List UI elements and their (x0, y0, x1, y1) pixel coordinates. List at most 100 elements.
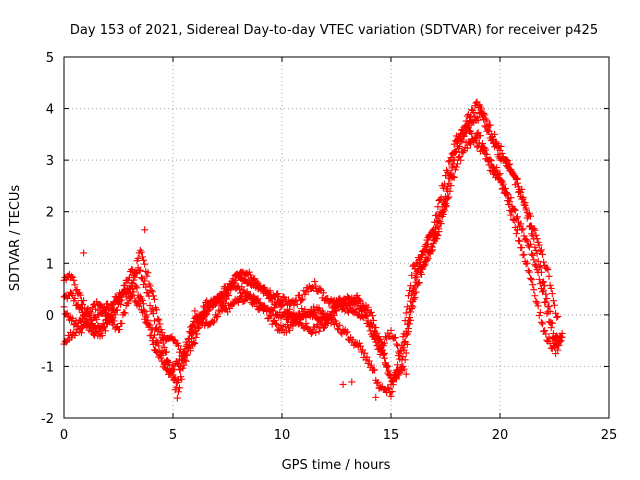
data-point (157, 326, 165, 334)
data-point (179, 356, 187, 364)
data-point (391, 334, 399, 342)
data-point (483, 150, 491, 158)
data-point (380, 339, 388, 347)
data-point (406, 320, 414, 328)
data-point (371, 328, 379, 336)
data-point (188, 323, 196, 331)
data-point (513, 213, 521, 221)
data-point (100, 307, 108, 315)
data-point (294, 320, 302, 328)
data-point (407, 308, 415, 316)
data-point (224, 308, 231, 316)
data-point (547, 324, 555, 332)
data-point (410, 289, 418, 297)
data-point (375, 340, 383, 348)
data-point (516, 187, 524, 195)
data-point (555, 341, 563, 349)
data-point (279, 293, 287, 301)
data-point (527, 274, 535, 282)
x-tick-label: 0 (60, 428, 68, 443)
data-point (315, 304, 323, 312)
data-point (448, 164, 456, 172)
data-point (541, 327, 549, 335)
data-point (530, 225, 538, 233)
data-point (380, 354, 388, 362)
y-tick-label: 2 (46, 206, 54, 221)
data-point (178, 375, 186, 383)
data-point (333, 320, 340, 328)
data-point (191, 307, 199, 315)
data-point (535, 312, 543, 320)
data-point (246, 271, 254, 279)
data-point (472, 133, 480, 141)
data-point (301, 305, 309, 313)
data-point (522, 260, 530, 268)
data-point (418, 270, 426, 278)
data-point (399, 333, 407, 341)
data-point (372, 331, 380, 339)
data-point (342, 329, 350, 337)
data-point (76, 303, 84, 311)
data-point (543, 295, 551, 303)
data-point (436, 196, 444, 204)
data-point (264, 288, 272, 296)
data-point (522, 236, 530, 244)
data-point (304, 288, 312, 296)
data-point (143, 311, 151, 319)
data-point (467, 140, 475, 148)
data-point (355, 296, 363, 304)
data-point (546, 318, 554, 326)
data-point (297, 316, 305, 324)
data-point (186, 347, 194, 355)
data-point (510, 172, 518, 180)
series-track-a (60, 98, 566, 402)
data-point (412, 278, 420, 286)
data-point (251, 275, 259, 283)
x-tick-label: 5 (169, 428, 177, 443)
data-point (290, 309, 298, 317)
data-point (505, 201, 513, 209)
data-point (539, 250, 547, 258)
data-point (174, 388, 182, 396)
data-point (146, 282, 154, 290)
data-point (302, 319, 310, 327)
data-point (403, 340, 411, 348)
data-point (137, 274, 145, 282)
data-point (436, 219, 444, 227)
data-point (330, 311, 338, 319)
data-point (252, 280, 260, 288)
data-point (351, 298, 359, 306)
data-point (486, 156, 494, 164)
y-tick-label: -2 (41, 412, 54, 427)
data-point (142, 283, 150, 291)
data-point (210, 317, 218, 325)
data-point (286, 326, 294, 334)
data-point (533, 299, 541, 307)
data-point (173, 394, 181, 402)
data-point (552, 350, 560, 358)
data-point (328, 307, 336, 315)
data-point (508, 168, 516, 176)
data-point (407, 282, 415, 290)
data-point (70, 321, 78, 329)
data-point (428, 227, 436, 235)
data-point (531, 261, 539, 269)
y-tick-label: -1 (41, 360, 54, 375)
data-point (190, 339, 198, 347)
data-point (158, 357, 166, 365)
data-point (319, 289, 327, 297)
data-point (549, 334, 557, 342)
data-point (557, 337, 565, 345)
data-point (373, 379, 381, 387)
y-tick-label: 3 (46, 154, 54, 169)
data-point (444, 187, 452, 195)
data-point (101, 327, 109, 335)
data-point (535, 275, 543, 283)
data-point (500, 185, 508, 193)
data-point (409, 303, 417, 311)
data-point (458, 137, 466, 145)
data-point (519, 225, 527, 233)
data-point (434, 203, 442, 211)
data-point (165, 359, 173, 367)
data-point (336, 321, 344, 329)
